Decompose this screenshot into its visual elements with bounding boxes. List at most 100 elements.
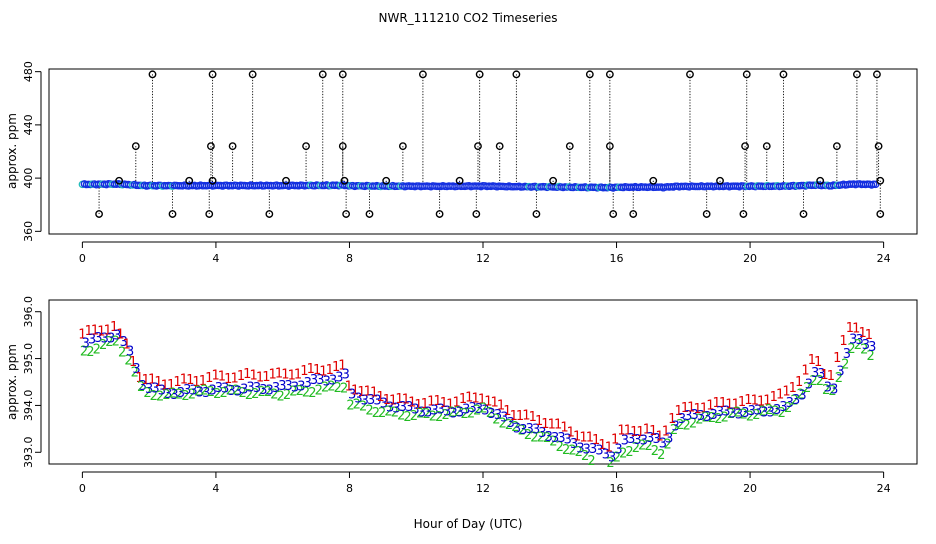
series-3-point: 3 [304,376,312,391]
series-2-point: 2 [422,407,430,422]
series-2-point: 2 [80,345,88,360]
flagged-point [419,70,427,79]
series-1-point: 1 [681,401,689,416]
series-3-point: 3 [227,384,235,399]
flagged-point [585,70,594,79]
series-2-point: 2 [670,423,678,438]
top-x-tick-label: 24 [877,252,891,265]
series-3-point: 3 [855,333,863,348]
series-3-point: 3 [513,422,521,437]
series-2-point: 2 [492,412,500,427]
series-3-point: 3 [576,441,584,456]
series-1-point: 1 [167,378,175,393]
series-3-point: 3 [291,380,299,395]
series-1-point: 1 [535,414,543,429]
bottom-x-tick-label: 20 [743,482,757,495]
bottom-y-tick-label: 396.0 [22,296,35,328]
series-2-point: 2 [562,443,570,458]
series-1-point: 1 [370,386,378,401]
series-1-point: 1 [795,375,803,390]
series-3-point: 3 [652,432,660,447]
series-1-point: 1 [104,324,112,339]
flagged-point [762,142,771,151]
series-1-point: 1 [129,355,137,370]
series-2-point: 2 [277,390,285,405]
series-1-point: 1 [383,393,391,408]
series-3-point: 3 [862,338,870,353]
series-1-point: 1 [230,372,238,387]
series-3-point: 3 [741,406,749,421]
series-3-point: 3 [208,383,216,398]
series-3-point: 3 [805,377,813,392]
series-1-point: 1 [224,372,232,387]
series-1-point: 1 [376,390,384,405]
series-2-point: 2 [835,371,843,386]
series-1-point: 1 [573,429,581,444]
flagged-point [873,70,881,79]
series-3-point: 3 [481,404,489,419]
series-2-point: 2 [232,384,240,399]
series-3-point: 3 [659,437,667,452]
series-1-point: 1 [719,396,727,411]
bottom-plot-frame [48,299,918,465]
flagged-point [876,210,885,218]
series-3-point: 3 [88,333,96,348]
flagged-point [741,142,749,151]
series-2-point: 2 [657,448,665,463]
series-3-point: 3 [329,374,337,389]
series-3-point: 3 [132,362,140,377]
series-2-point: 2 [175,388,183,403]
series-3-point: 3 [627,432,635,447]
flagged-point [565,142,574,151]
series-3-point: 3 [418,406,426,421]
series-1-point: 1 [548,417,556,432]
series-3-point: 3 [551,431,559,446]
series-2-point: 2 [93,342,101,357]
series-3-point: 3 [240,383,248,398]
series-1-point: 1 [275,366,283,381]
series-1-point: 1 [624,423,632,438]
series-3-point: 3 [583,443,591,458]
series-1-point: 1 [611,432,619,447]
flagged-point [365,210,374,218]
series-3-point: 3 [722,404,730,419]
flagged-point [131,142,140,151]
series-3-point: 3 [392,401,400,416]
top-y-axis-label: approx. ppm [5,113,19,189]
series-1-point: 1 [326,363,334,378]
series-2-point: 2 [353,398,361,413]
series-3-point: 3 [475,402,483,417]
series-3-point: 3 [354,392,362,407]
series-2-point: 2 [759,405,767,420]
top-panel: 0 4 8 12 16 20 24 360 400 440 480 approx. ppm [5,61,918,265]
series-2-point: 2 [473,404,481,419]
series-1-point: 1 [770,390,778,405]
series-2-point: 2 [448,405,456,420]
series-3-point: 3 [824,381,832,396]
series-3-point: 3 [754,404,762,419]
series-2-point: 2 [213,387,221,402]
series-1-point: 1 [687,401,695,416]
series-2-point: 2 [99,338,107,353]
series-1-point: 1 [662,424,670,439]
series-2-point: 2 [613,451,621,466]
series-1-point: 1 [446,398,454,413]
series-2-point: 2 [283,388,291,403]
series-2-point: 2 [143,386,151,401]
series-2-point: 2 [137,380,145,395]
chart-title: NWR_111210 CO2 Timeseries [379,11,558,25]
series-1-point: 1 [744,393,752,408]
series-3-point: 3 [247,380,255,395]
series-3-point: 3 [570,437,578,452]
series-1-point: 1 [839,334,847,349]
series-2-point: 2 [632,441,640,456]
series-1-point: 1 [218,370,226,385]
series-1-point: 1 [307,362,315,377]
series-1-point: 1 [865,328,873,343]
series-2-point: 2 [435,410,443,425]
series-1-point: 1 [256,371,264,386]
flagged-point [495,142,504,151]
series-1-point: 1 [351,383,359,398]
series-3-point: 3 [564,433,572,448]
